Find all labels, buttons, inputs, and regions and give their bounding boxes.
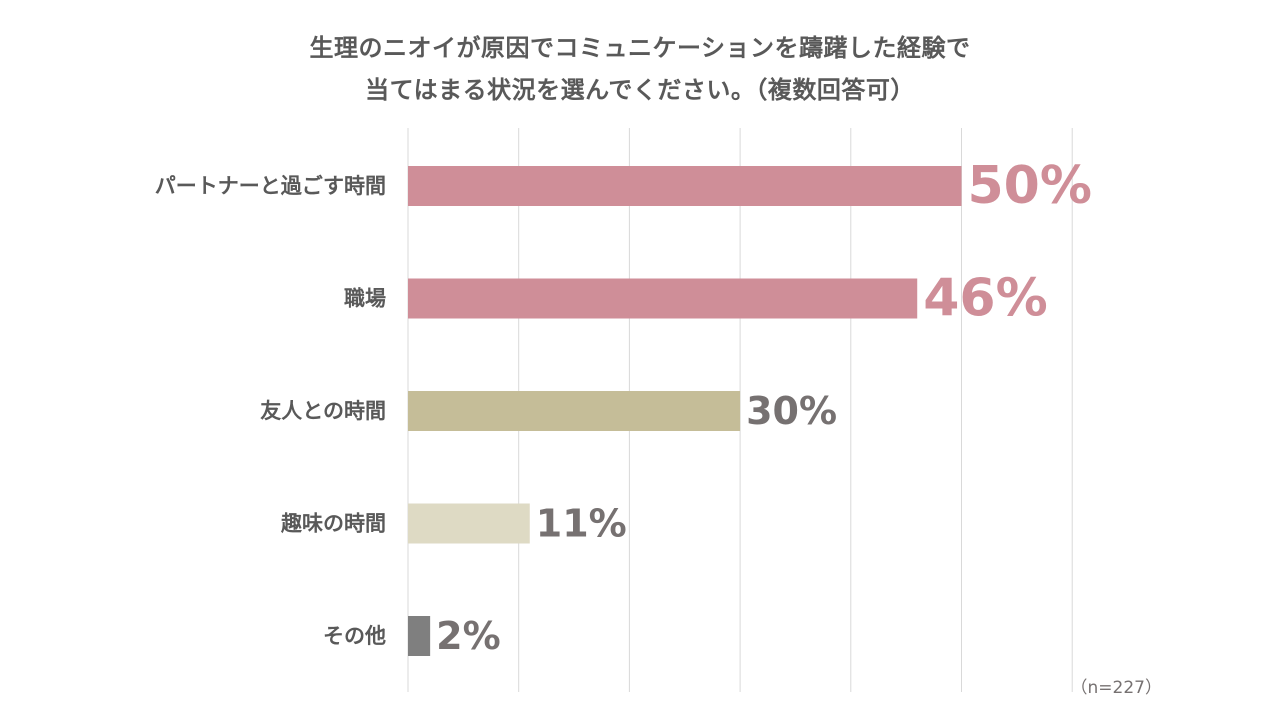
category-label-3: 趣味の時間 xyxy=(280,512,386,536)
bar-1 xyxy=(408,278,918,319)
sample-size-note: （n=227） xyxy=(1071,678,1162,698)
chart-title-line-1: 生理のニオイが原因でコミュニケーションを躊躇した経験で xyxy=(309,34,971,62)
chart-title-line-2: 当てはまる状況を選んでください。（複数回答可） xyxy=(365,76,915,104)
category-label-1: 職場 xyxy=(344,287,386,311)
value-label-1: 46% xyxy=(923,269,1047,329)
bar-0 xyxy=(408,166,962,206)
category-label-4: その他 xyxy=(323,624,386,648)
value-label-4: 2% xyxy=(436,614,501,658)
bar-4 xyxy=(408,616,431,656)
value-label-2: 30% xyxy=(746,389,837,433)
bar-2 xyxy=(408,391,741,431)
value-label-3: 11% xyxy=(536,502,627,546)
category-label-0: パートナーと過ごす時間 xyxy=(155,174,386,198)
value-label-0: 50% xyxy=(968,156,1092,216)
bar-3 xyxy=(408,503,530,544)
category-label-2: 友人との時間 xyxy=(260,399,386,423)
